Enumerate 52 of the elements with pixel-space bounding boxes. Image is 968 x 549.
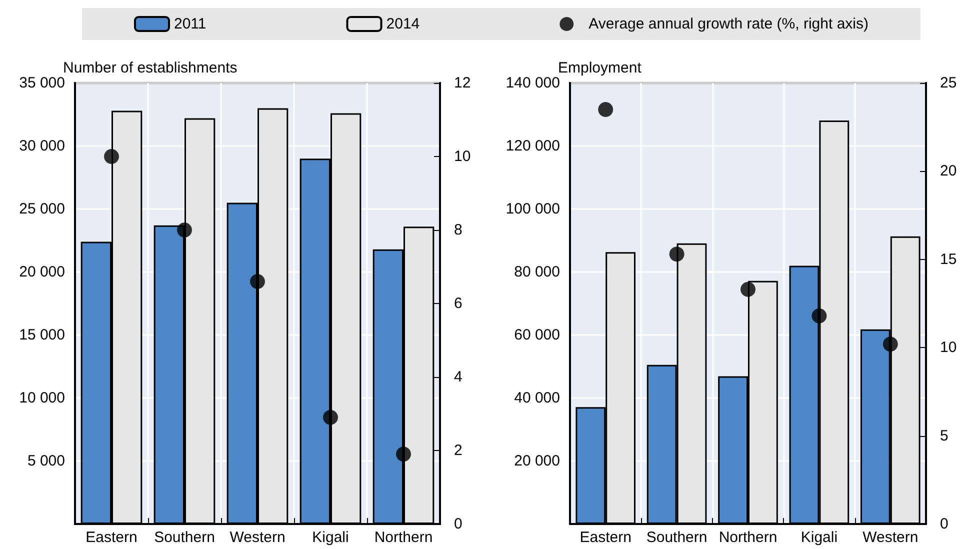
x-tick-label: Kigali [800,529,838,546]
x-tick-label: Kigali [312,529,349,546]
legend-label: 2011 [174,16,206,32]
x-tick-label: Western [230,529,286,546]
y-tick-label: 15 000 [19,326,65,344]
y2-tick-label: 25 [940,74,957,92]
legend-label: 2014 [386,16,420,32]
legend-label: Average annual growth rate (%, right axis) [588,16,868,32]
y-tick-label: 30 000 [19,138,65,154]
y2-tick-label: 20 [940,162,957,180]
point [740,282,756,297]
y-tick-label: 120 000 [506,138,560,154]
y2-tick-label: 5 [940,427,948,444]
y-tick-label: 60 000 [514,326,560,344]
point [396,446,411,462]
y-tick-label: 40 000 [514,390,560,406]
point [598,102,614,117]
y-tick-label: 80 000 [514,264,560,280]
x-tick-label: Northern [718,529,778,546]
point [669,246,684,262]
y-tick-label: 140 000 [506,74,560,92]
y2-tick-label: 8 [454,222,462,238]
point [812,308,827,324]
y-tick-label: 5 000 [27,452,65,470]
x-tick-label: Southern [646,529,708,546]
y-tick-label: 20 000 [19,264,65,280]
x-tick-label: Eastern [580,529,632,546]
y2-tick-label: 10 [454,148,471,165]
x-tick-label: Southern [154,529,215,546]
y-tick-label: 35 000 [19,74,65,92]
point [177,222,192,238]
y2-tick-label: 12 [454,74,471,92]
y2-tick-label: 0 [454,516,462,532]
y2-tick-label: 2 [454,442,462,459]
y2-tick-label: 6 [454,295,462,312]
y2-tick-label: 4 [454,368,462,386]
y-tick-label: 20 000 [514,452,560,470]
x-tick-label: Eastern [86,529,138,546]
y-tick-label: 10 000 [19,390,65,406]
point [104,149,119,164]
y2-tick-label: 0 [940,516,948,532]
x-tick-label: Northern [374,529,433,546]
y-axis-title: Employment [558,60,642,77]
point [323,410,338,425]
y-tick-label: 25 000 [19,200,65,218]
point [250,274,265,289]
y-axis-title: Number of establishments [63,60,238,77]
y-tick-label: 100 000 [506,200,560,218]
x-tick-label: Western [862,529,918,546]
y2-tick-label: 10 [940,339,957,356]
point [882,336,898,352]
y2-tick-label: 15 [940,250,957,268]
